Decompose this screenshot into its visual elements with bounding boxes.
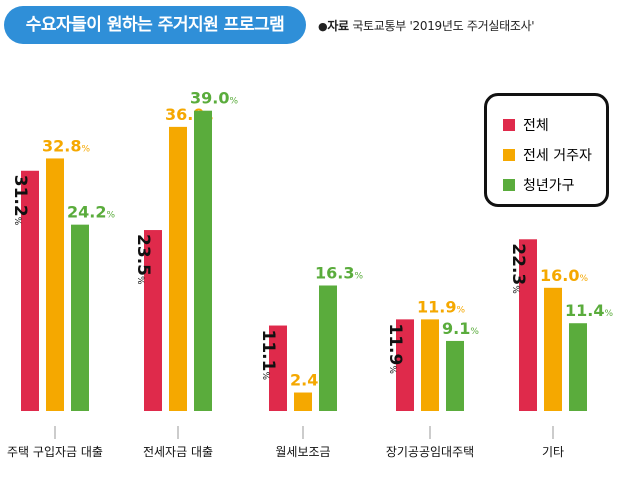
bar-jeonse	[294, 392, 312, 411]
category-label: 월세보조금	[275, 445, 330, 459]
data-label-total: 31.2%	[10, 175, 30, 226]
legend-swatch-youth	[503, 179, 515, 191]
bar-total	[269, 325, 287, 411]
bar-youth	[446, 340, 464, 411]
source-text: 국토교통부 '2019년도 주거실태조사'	[352, 19, 535, 33]
legend-label-youth: 청년가구	[523, 178, 575, 194]
bar-total	[519, 239, 537, 411]
data-label-total: 11.1%	[258, 330, 278, 381]
bar-youth	[319, 285, 337, 411]
legend-swatch-jeonse	[503, 149, 515, 161]
legend-item-youth: 청년가구	[503, 170, 606, 200]
data-label-youth: 24.2%	[67, 203, 115, 222]
source-bullet: ●	[318, 20, 328, 33]
category-label: 전세자금 대출	[143, 445, 213, 459]
data-label-jeonse: 11.9%	[417, 297, 465, 316]
data-label-total: 23.5%	[133, 234, 153, 285]
bar-jeonse	[46, 158, 64, 411]
data-label-youth: 16.3%	[315, 263, 363, 282]
bar-total	[396, 319, 414, 411]
category-label: 장기공공임대주택	[386, 445, 474, 459]
legend-item-jeonse: 전세 거주자	[503, 140, 606, 170]
legend: 전체 전세 거주자 청년가구	[484, 93, 609, 207]
source-note: ●자료 국토교통부 '2019년도 주거실태조사'	[318, 17, 535, 34]
data-label-total: 11.9%	[385, 323, 405, 374]
data-label-youth: 9.1%	[442, 319, 479, 338]
data-label-jeonse: 16.0%	[540, 266, 588, 285]
legend-item-total: 전체	[503, 110, 606, 140]
legend-swatch-total	[503, 119, 515, 131]
chart-title: 수요자들이 원하는 주거지원 프로그램	[4, 6, 306, 44]
bar-jeonse	[421, 319, 439, 411]
bar-total	[144, 230, 162, 411]
bar-youth	[71, 224, 89, 411]
data-label-youth: 11.4%	[565, 301, 613, 320]
legend-label-jeonse: 전세 거주자	[523, 148, 592, 164]
data-label-youth: 39.0%	[190, 89, 238, 108]
bar-youth	[569, 323, 587, 411]
source-label: 자료	[327, 19, 349, 33]
bar-jeonse	[169, 126, 187, 412]
bar-total	[21, 170, 39, 411]
data-label-jeonse: 32.8%	[42, 136, 90, 155]
bar-youth	[194, 110, 212, 411]
legend-label-total: 전체	[523, 118, 549, 134]
data-label-total: 22.3%	[508, 243, 528, 294]
category-label: 기타	[542, 445, 564, 459]
category-label: 주택 구입자금 대출	[7, 445, 103, 459]
bar-jeonse	[544, 287, 562, 411]
